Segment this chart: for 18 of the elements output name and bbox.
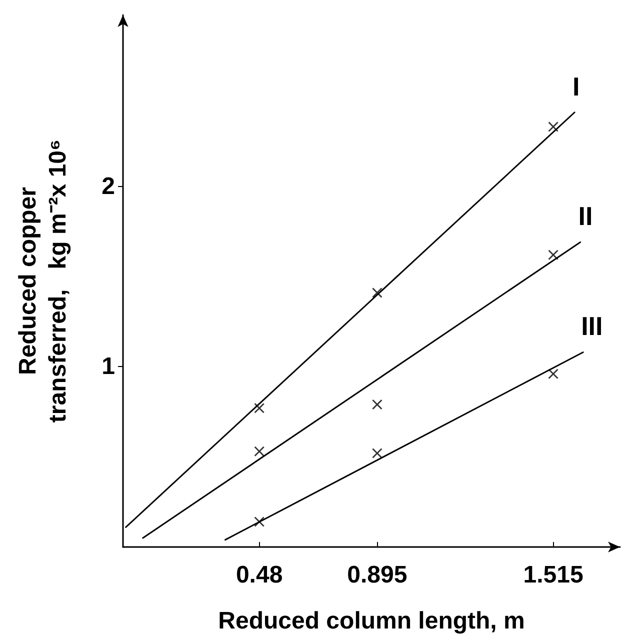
y-tick-label: 1: [102, 353, 115, 380]
series-label: II: [578, 201, 593, 232]
series-label: III: [581, 311, 603, 342]
point: [548, 250, 558, 260]
point: [372, 448, 382, 458]
x-tick-label: 0.895: [347, 562, 408, 588]
x-axis-title: Reduced column length, m: [218, 608, 525, 634]
y-axis-title: Reduced copper transferred, kg m⁻²x 10⁶: [14, 139, 72, 423]
x-tick-label: 1.515: [523, 562, 584, 588]
x-tick-label: 0.48: [236, 562, 283, 588]
y-tick-label: 2: [102, 172, 115, 200]
series-label: I: [572, 71, 580, 102]
point: [254, 403, 264, 414]
point: [548, 122, 558, 132]
point: [254, 446, 264, 456]
point: [372, 288, 382, 298]
point: [372, 400, 382, 410]
point: [548, 368, 558, 379]
